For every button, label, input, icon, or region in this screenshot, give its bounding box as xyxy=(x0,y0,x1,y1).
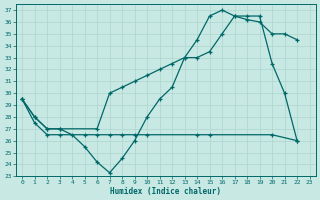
X-axis label: Humidex (Indice chaleur): Humidex (Indice chaleur) xyxy=(110,187,221,196)
